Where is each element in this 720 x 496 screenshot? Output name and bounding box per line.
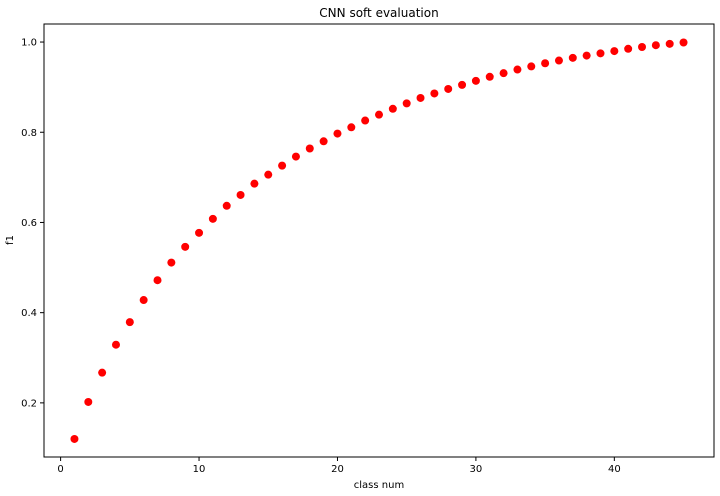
data-point [651,41,660,50]
data-point [471,76,480,85]
data-point [111,340,120,349]
x-axis-title: class num [354,480,404,491]
y-tick-label: 0.8 [21,128,37,139]
data-point [70,434,79,443]
x-tick-label: 10 [193,464,206,475]
x-tick-label: 20 [331,464,344,475]
data-point [485,72,494,81]
data-point [250,179,259,188]
x-tick-label: 0 [57,464,63,475]
data-point [430,89,439,98]
y-tick-label: 1.0 [21,38,37,49]
data-point [402,99,411,108]
data-point [236,190,245,199]
data-point [208,214,217,223]
data-point [527,62,536,71]
data-point [333,129,342,138]
data-point [278,161,287,170]
data-point [361,116,370,125]
data-point [319,137,328,146]
y-tick-label: 0.6 [21,218,37,229]
data-point [596,49,605,58]
data-points [70,38,688,443]
data-point [513,65,522,74]
data-point [610,47,619,56]
y-axis-title: f1 [5,235,16,245]
data-point [416,93,425,102]
data-point [139,296,148,305]
data-point [375,110,383,119]
data-point [222,201,231,210]
chart-title: CNN soft evaluation [319,6,438,20]
axes-frame [43,23,715,458]
data-point [305,144,314,153]
data-point [665,39,674,48]
data-point [125,318,134,327]
data-point [541,59,550,68]
data-point [181,242,190,251]
data-point [444,84,453,93]
data-point [291,152,300,161]
data-point [582,51,591,60]
data-point [195,228,204,237]
data-point [679,38,688,47]
data-point [458,80,467,89]
data-point [167,258,176,267]
x-axis: 0 10 20 30 40 [57,457,621,475]
data-point [499,69,508,78]
data-point [568,53,577,62]
data-point [347,123,356,132]
data-point [264,170,273,179]
y-axis: 0.2 0.4 0.6 0.8 1.0 [21,38,44,409]
data-point [153,276,162,285]
y-tick-label: 0.4 [21,308,37,319]
data-point [638,43,647,52]
data-point [554,56,563,65]
data-point [98,368,107,377]
data-point [624,44,633,53]
x-tick-label: 30 [470,464,483,475]
y-tick-label: 0.2 [21,398,37,409]
x-tick-label: 40 [608,464,621,475]
data-point [84,397,93,406]
data-point [388,104,397,113]
plot-area [43,23,715,458]
